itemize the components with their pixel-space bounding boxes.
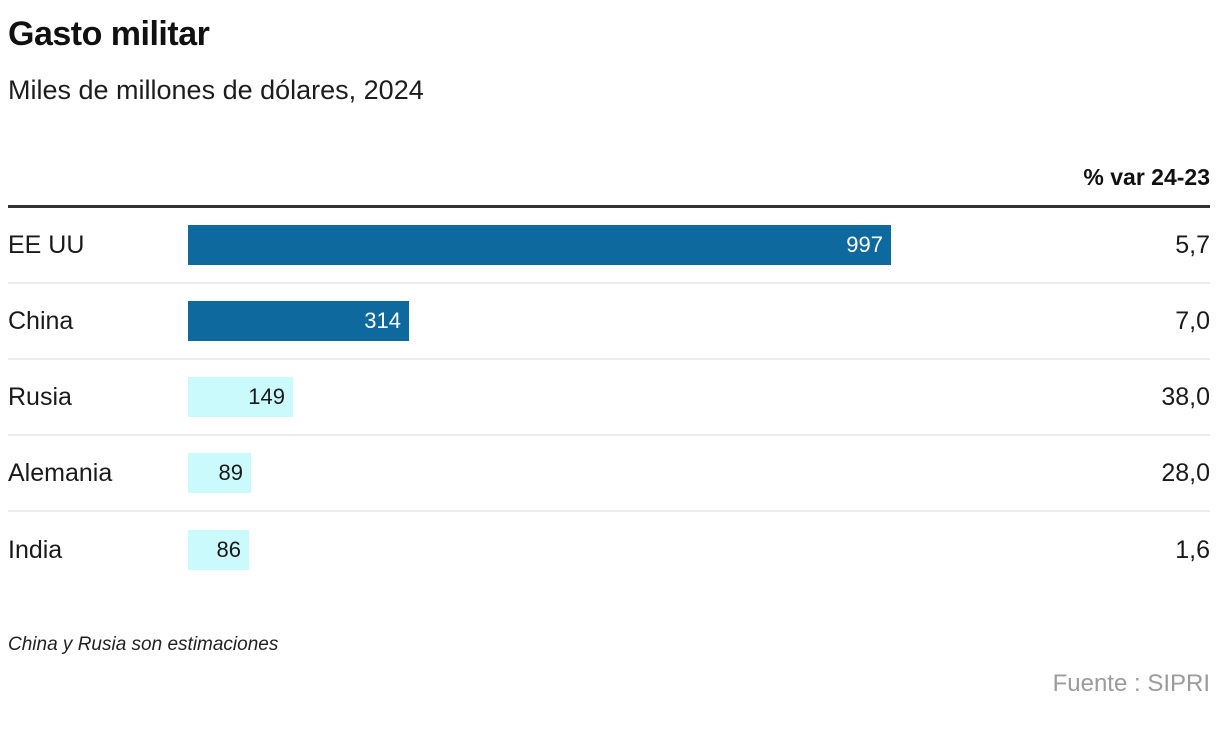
var-value: 38,0 (1161, 382, 1210, 411)
bar-rows: EE UU 997 5,7 China 314 7,0 Rusia 149 (8, 205, 1210, 588)
var-column-header: % var 24-23 (1083, 164, 1210, 191)
chart-subtitle: Miles de millones de dólares, 2024 (8, 75, 424, 106)
bar-india: 86 (188, 530, 249, 571)
chart-title: Gasto militar (8, 15, 210, 53)
bar-value-label: 89 (218, 460, 243, 486)
country-label: Rusia (8, 382, 72, 411)
chart-row-alemania: Alemania 89 28,0 (8, 436, 1210, 513)
bar-value-label: 314 (364, 308, 401, 334)
country-label: Alemania (8, 458, 113, 487)
bar-china: 314 (188, 301, 409, 342)
bar-track: 86 (188, 530, 1090, 571)
chart-row-eeuu: EE UU 997 5,7 (8, 208, 1210, 285)
bar-value-label: 149 (248, 384, 285, 410)
var-value: 7,0 (1175, 306, 1210, 335)
chart-row-china: China 314 7,0 (8, 284, 1210, 361)
bar-value-label: 997 (846, 232, 883, 258)
var-value: 1,6 (1175, 535, 1210, 564)
bar-alemania: 89 (188, 453, 251, 494)
chart-row-india: India 86 1,6 (8, 512, 1210, 588)
bar-track: 997 (188, 225, 1090, 266)
country-label: EE UU (8, 230, 85, 259)
var-value: 5,7 (1175, 230, 1210, 259)
country-label: China (8, 306, 74, 335)
bar-eeuu: 997 (188, 225, 891, 266)
bar-rusia: 149 (188, 377, 293, 418)
bar-track: 149 (188, 377, 1090, 418)
bar-track: 314 (188, 301, 1090, 342)
chart-row-rusia: Rusia 149 38,0 (8, 360, 1210, 437)
var-value: 28,0 (1161, 458, 1210, 487)
footnote: China y Rusia son estimaciones (8, 634, 279, 656)
country-label: India (8, 535, 63, 564)
bar-track: 89 (188, 453, 1090, 494)
bar-value-label: 86 (216, 537, 241, 563)
source-credit: Fuente : SIPRI (1052, 670, 1210, 698)
